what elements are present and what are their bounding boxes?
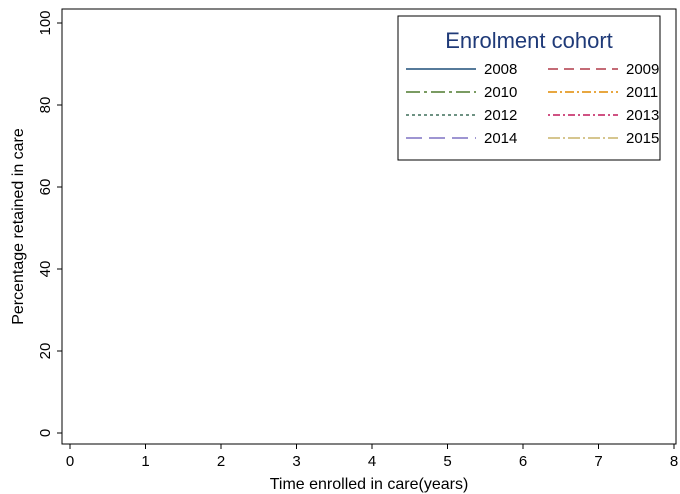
y-tick-label: 100	[37, 10, 54, 35]
x-tick-label: 4	[368, 453, 376, 470]
x-tick-label: 8	[670, 453, 678, 470]
legend-label-2014: 2014	[484, 130, 517, 147]
x-axis-title: Time enrolled in care(years)	[270, 476, 469, 493]
y-tick-label: 80	[37, 97, 54, 114]
x-tick-label: 1	[141, 453, 149, 470]
x-tick-label: 3	[292, 453, 300, 470]
legend-label-2013: 2013	[626, 107, 659, 124]
x-tick-label: 0	[66, 453, 74, 470]
legend-items: 2008 2009 2010 2011 2012 2013 2014 2015	[406, 61, 659, 147]
legend-label-2015: 2015	[626, 130, 659, 147]
x-tick-label: 6	[519, 453, 527, 470]
legend-label-2012: 2012	[484, 107, 517, 124]
y-axis-title: Percentage retained in care	[10, 128, 27, 325]
legend-title: Enrolment cohort	[445, 28, 613, 53]
legend-label-2009: 2009	[626, 61, 659, 78]
y-tick-label: 60	[37, 179, 54, 196]
x-tick-label: 7	[594, 453, 602, 470]
y-tick-label: 20	[37, 343, 54, 360]
y-tick-label: 40	[37, 261, 54, 278]
legend-label-2010: 2010	[484, 84, 517, 101]
x-tick-label: 2	[217, 453, 225, 470]
legend-label-2011: 2011	[626, 84, 658, 101]
x-tick-label: 5	[443, 453, 451, 470]
legend-label-2008: 2008	[484, 61, 517, 78]
y-tick-label: 0	[37, 429, 54, 437]
legend-box	[397, 15, 661, 161]
legend: Enrolment cohort 2008 2009 2010 2011 2012 201…	[397, 15, 661, 161]
